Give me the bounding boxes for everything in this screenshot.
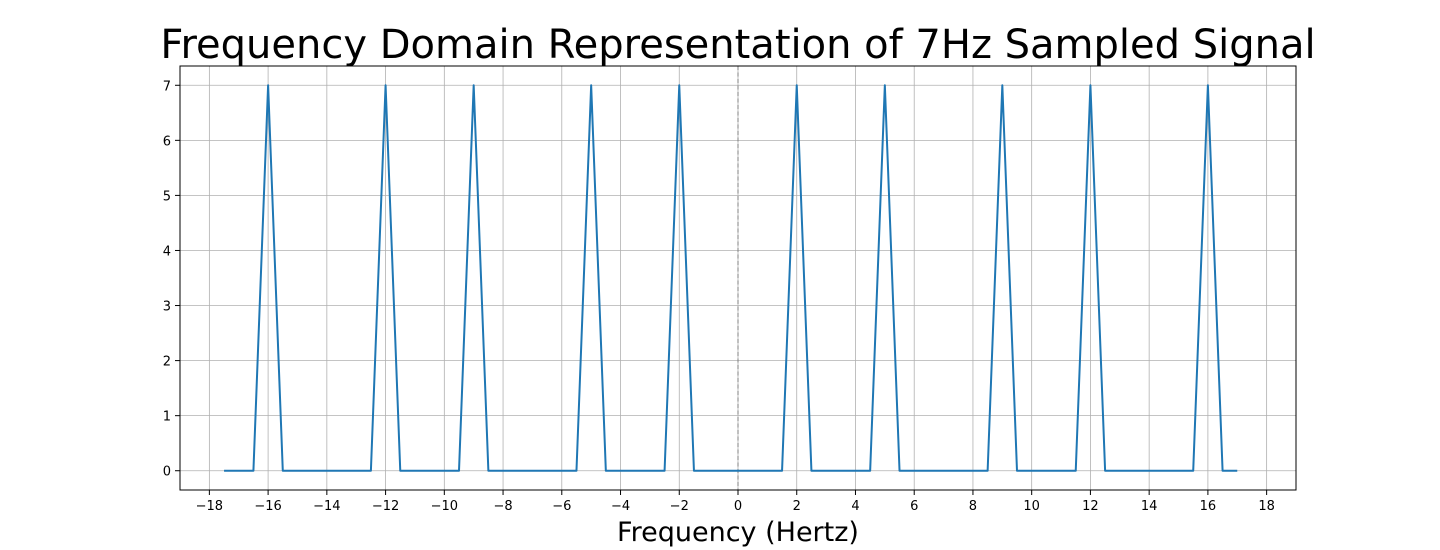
x-tick-label: 14 <box>1141 499 1158 514</box>
x-tick-label: 0 <box>734 499 742 514</box>
y-tick-label: 6 <box>163 134 171 149</box>
x-tick-label: −8 <box>493 499 512 514</box>
x-tick-label: −14 <box>313 499 340 514</box>
y-tick-label: 7 <box>163 79 171 94</box>
x-tick-label: 18 <box>1258 499 1275 514</box>
x-tick-label: −6 <box>552 499 571 514</box>
x-tick-label: −4 <box>611 499 630 514</box>
x-axis-label: Frequency (Hertz) <box>617 517 859 548</box>
x-tick-label: 6 <box>910 499 918 514</box>
y-tick-label: 1 <box>163 410 171 425</box>
series-line <box>224 84 1238 472</box>
x-tick-label: 8 <box>969 499 977 514</box>
x-tick-label: −12 <box>372 499 399 514</box>
x-tick-label: 10 <box>1023 499 1040 514</box>
x-tick-label: 2 <box>793 499 801 514</box>
y-tick-label: 3 <box>163 300 171 315</box>
x-tick-label: 4 <box>851 499 859 514</box>
x-tick-label: 12 <box>1082 499 1099 514</box>
x-tick-label: −2 <box>670 499 689 514</box>
y-tick-label: 2 <box>163 355 171 370</box>
chart-title: Frequency Domain Representation of 7Hz S… <box>160 22 1315 68</box>
series-layer <box>224 84 1238 472</box>
x-tick-label: −16 <box>254 499 281 514</box>
x-tick-label: 16 <box>1200 499 1217 514</box>
y-tick-label: 4 <box>163 244 171 259</box>
grid <box>180 66 1296 490</box>
y-tick-label: 5 <box>163 189 171 204</box>
y-tick-label: 0 <box>163 465 171 480</box>
x-tick-label: −18 <box>196 499 223 514</box>
x-tick-label: −10 <box>431 499 458 514</box>
tick-layer: −18 −16 −14 −12 −10 −8 −6 −4 −2 0 2 4 6 8 10 12 14 16 1801… <box>163 79 1275 514</box>
